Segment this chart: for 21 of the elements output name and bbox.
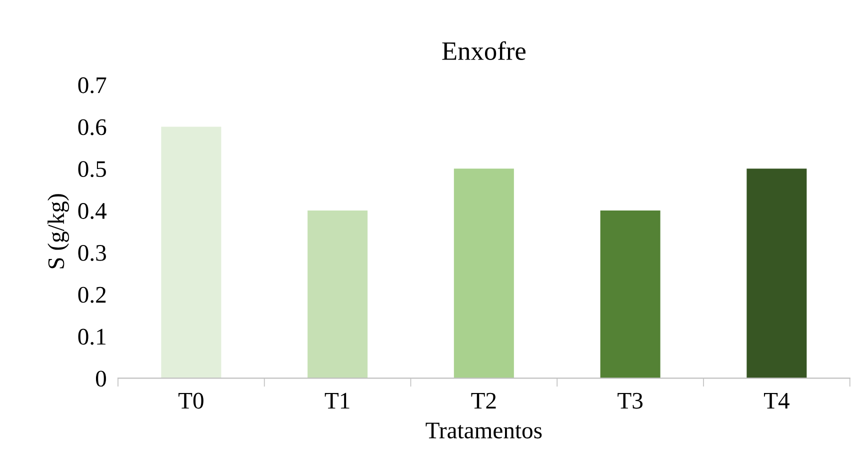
x-tick-label: T2 [471, 392, 496, 408]
bar [746, 168, 807, 378]
bar [161, 126, 222, 378]
bar [308, 210, 368, 378]
y-tick-label: 0.3 [78, 244, 106, 261]
y-tick-label: 0.6 [78, 119, 106, 136]
y-tick-label: 0.4 [78, 203, 107, 220]
bar [600, 210, 660, 378]
x-axis-title: Tratamentos [426, 422, 542, 438]
y-tick-label: 0.7 [78, 77, 106, 94]
x-tick-label: T3 [618, 392, 642, 409]
y-tick-label: 0.5 [78, 161, 106, 178]
y-axis-title: S (g/kg) [48, 194, 70, 268]
chart-title: Enxofre [442, 41, 526, 60]
y-tick-label: 0.2 [78, 286, 106, 303]
x-tick-label: T0 [178, 392, 204, 409]
y-tick-label: 0 [96, 370, 106, 387]
y-tick-label: 0.1 [78, 328, 106, 345]
bar [454, 168, 514, 378]
x-tick-label: T4 [764, 392, 790, 408]
x-tick-label: T1 [324, 392, 350, 408]
